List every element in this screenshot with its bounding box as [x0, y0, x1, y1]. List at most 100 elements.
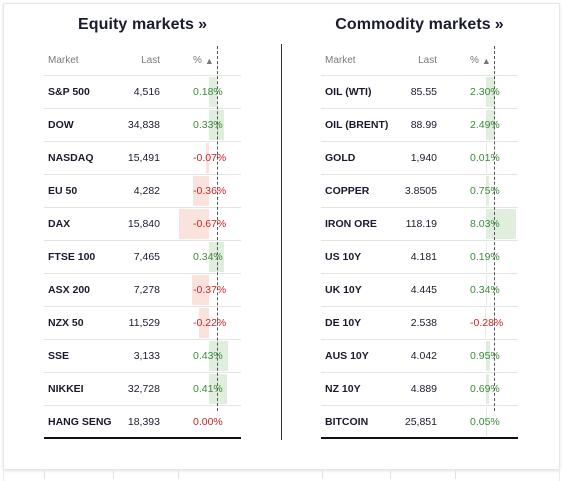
column-header-market[interactable]: Market: [325, 55, 356, 66]
market-pct-change: 0.33%: [193, 109, 223, 141]
market-pct-change: 0.95%: [470, 340, 500, 372]
widget-footer-strip: [3, 470, 560, 481]
market-last-value: 15,840: [127, 218, 160, 230]
pct-change-bar: [486, 110, 496, 140]
market-last-value: 32,728: [127, 383, 160, 395]
market-row[interactable]: HANG SENG 18,393 0.00%: [44, 406, 241, 439]
pct-change-text: 0.33%: [193, 119, 223, 131]
pct-change-bar: [486, 77, 495, 107]
footer-tick: [322, 470, 323, 479]
market-row[interactable]: DE 10Y 2.538 -0.28%: [321, 307, 518, 340]
market-pct-change: -0.36%: [193, 175, 226, 207]
market-row[interactable]: US 10Y 4.181 0.19%: [321, 241, 518, 274]
market-last-value: 25,851: [404, 415, 437, 428]
market-row[interactable]: SSE 3,133 0.43%: [44, 340, 241, 373]
zero-reference-line: [217, 46, 218, 411]
market-row[interactable]: S&P 500 4,516 0.18%: [44, 76, 241, 109]
market-last-value: 4.042: [410, 350, 437, 362]
market-row[interactable]: UK 10Y 4.445 0.34%: [321, 274, 518, 307]
market-row[interactable]: DAX 15,840 -0.67%: [44, 208, 241, 241]
pct-change-text: 0.00%: [193, 415, 223, 428]
market-last-value: 7,465: [133, 251, 160, 263]
double-chevron-right-icon: »: [198, 16, 208, 33]
footer-tick: [113, 470, 114, 479]
panel-title-text: Commodity markets: [335, 16, 491, 33]
market-pct-change: 0.00%: [193, 406, 223, 437]
column-header-pct[interactable]: % ▲: [470, 46, 491, 75]
market-row[interactable]: OIL (BRENT) 88.99 2.49%: [321, 109, 518, 142]
market-pct-change: 0.01%: [470, 142, 500, 174]
pct-change-bar: [486, 176, 489, 206]
equity-markets-title-link[interactable]: Equity markets»: [44, 12, 241, 38]
pct-change-bar: [486, 407, 487, 436]
market-pct-change: -0.07%: [193, 142, 226, 174]
market-name: UK 10Y: [325, 284, 362, 296]
market-row[interactable]: IRON ORE 118.19 8.03%: [321, 208, 518, 241]
pct-change-bar: [486, 275, 488, 305]
market-name: NASDAQ: [48, 152, 94, 164]
pct-change-bar: [209, 374, 228, 404]
market-row[interactable]: AUS 10Y 4.042 0.95%: [321, 340, 518, 373]
commodity-markets-panel: Commodity markets»: [321, 12, 518, 38]
column-header-pct[interactable]: % ▲: [193, 46, 214, 75]
market-pct-change: -0.28%: [470, 307, 503, 339]
market-last-value: 88.99: [410, 119, 437, 131]
market-name: DE 10Y: [325, 317, 362, 329]
market-row[interactable]: EU 50 4,282 -0.36%: [44, 175, 241, 208]
pct-change-text: 0.69%: [470, 383, 500, 395]
market-last-value: 4.445: [410, 284, 437, 296]
market-last-value: 34,838: [127, 119, 160, 131]
sort-ascending-icon: ▲: [204, 55, 214, 66]
pct-change-bar: [199, 308, 209, 338]
column-header-last[interactable]: Last: [141, 55, 160, 66]
market-row[interactable]: DOW 34,838 0.33%: [44, 109, 241, 142]
market-row[interactable]: NZ 10Y 4.889 0.69%: [321, 373, 518, 406]
market-name: GOLD: [325, 152, 356, 164]
market-name: S&P 500: [48, 86, 90, 98]
market-pct-change: 8.03%: [470, 208, 500, 240]
market-row[interactable]: GOLD 1,940 0.01%: [321, 142, 518, 175]
pct-change-bar: [486, 242, 487, 272]
pct-change-text: 0.95%: [470, 350, 500, 362]
market-name: NZ 10Y: [325, 383, 361, 395]
market-last-value: 3.8505: [404, 185, 437, 197]
market-name: SSE: [48, 350, 70, 362]
panel-divider: [281, 44, 282, 440]
pct-change-bar: [486, 341, 490, 371]
market-last-value: 2.538: [410, 317, 437, 329]
pct-change-text: 0.01%: [470, 152, 500, 164]
market-name: AUS 10Y: [325, 350, 369, 362]
market-row[interactable]: BITCOIN 25,851 0.05%: [321, 406, 518, 439]
equity-markets-table: Market Last % ▲ S&P 500 4,516 0.18% DOW …: [44, 46, 241, 439]
market-row[interactable]: COPPER 3.8505 0.75%: [321, 175, 518, 208]
market-name: IRON ORE: [325, 218, 377, 230]
market-pct-change: -0.37%: [193, 274, 226, 306]
table-header-row: Market Last % ▲: [44, 46, 241, 76]
footer-tick: [390, 470, 391, 479]
market-name: EU 50: [48, 185, 78, 197]
market-last-value: 4,282: [133, 185, 160, 197]
market-row[interactable]: NIKKEI 32,728 0.41%: [44, 373, 241, 406]
pct-change-bar: [179, 209, 209, 239]
market-row[interactable]: OIL (WTI) 85.55 2.30%: [321, 76, 518, 109]
market-name: DAX: [48, 218, 71, 230]
commodity-markets-title-link[interactable]: Commodity markets»: [321, 12, 518, 38]
market-row[interactable]: ASX 200 7,278 -0.37%: [44, 274, 241, 307]
pct-change-text: 0.41%: [193, 383, 223, 395]
market-row[interactable]: NZX 50 11,529 -0.22%: [44, 307, 241, 340]
column-header-market[interactable]: Market: [48, 55, 79, 66]
equity-markets-panel: Equity markets»: [44, 12, 241, 38]
market-pct-change: 0.75%: [470, 175, 500, 207]
pct-change-text: -0.22%: [193, 317, 227, 329]
pct-change-text: -0.36%: [193, 185, 227, 197]
market-row[interactable]: FTSE 100 7,465 0.34%: [44, 241, 241, 274]
footer-tick: [178, 470, 179, 479]
market-row[interactable]: NASDAQ 15,491 -0.07%: [44, 142, 241, 175]
market-name: FTSE 100: [48, 251, 96, 263]
pct-change-text: 2.30%: [470, 86, 500, 98]
column-header-last[interactable]: Last: [418, 55, 437, 66]
market-pct-change: 0.05%: [470, 406, 500, 437]
market-pct-change: 0.69%: [470, 373, 500, 405]
pct-change-text: -0.67%: [193, 218, 227, 230]
pct-change-text: 0.75%: [470, 185, 500, 197]
